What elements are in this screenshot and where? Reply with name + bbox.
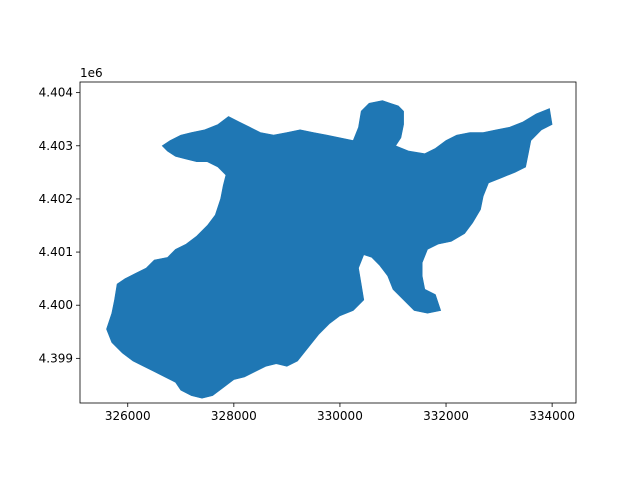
- y-tick-label: 4.402: [39, 192, 73, 206]
- y-axis: 4.399 4.400 4.401 4.402 4.403 4.404: [39, 86, 80, 365]
- y-tick-label: 4.401: [39, 245, 73, 259]
- map-region: [106, 100, 553, 399]
- y-tick-label: 4.403: [39, 139, 73, 153]
- y-tick-label: 4.404: [39, 86, 73, 100]
- x-tick-label: 328000: [211, 409, 257, 423]
- x-axis: 326000 328000 330000 332000 334000: [105, 403, 575, 423]
- x-tick-label: 332000: [423, 409, 469, 423]
- y-tick-label: 4.399: [39, 351, 73, 365]
- x-tick-label: 334000: [529, 409, 575, 423]
- x-tick-label: 330000: [317, 409, 363, 423]
- x-tick-label: 326000: [105, 409, 151, 423]
- y-tick-label: 4.400: [39, 298, 73, 312]
- plot-area: [79, 81, 577, 404]
- y-axis-offset-label: 1e6: [80, 66, 103, 80]
- axes-frame: [79, 81, 577, 404]
